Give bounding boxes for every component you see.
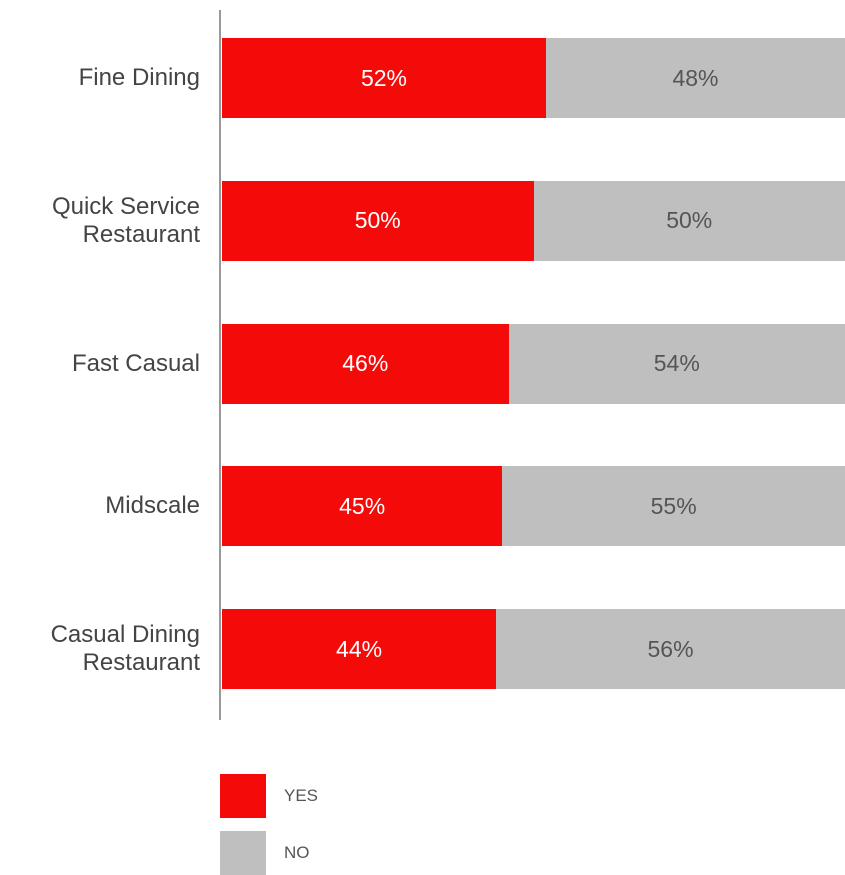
value-label: 48% [672, 65, 718, 92]
value-label: 56% [648, 636, 694, 663]
bar-segment: 48% [546, 38, 845, 118]
category-label: Midscale [0, 466, 200, 546]
value-label: 46% [342, 350, 388, 377]
value-label: 55% [651, 493, 697, 520]
axis-line [219, 10, 221, 720]
value-label: 50% [355, 207, 401, 234]
value-label: 54% [654, 350, 700, 377]
bar-segment: 50% [222, 181, 534, 261]
value-label: 50% [666, 207, 712, 234]
category-label: Quick Service Restaurant [0, 181, 200, 261]
value-label: 44% [336, 636, 382, 663]
category-label: Casual Dining Restaurant [0, 609, 200, 689]
legend-label: YES [284, 774, 318, 818]
value-label: 52% [361, 65, 407, 92]
bar-segment: 46% [222, 324, 509, 404]
legend-swatch [220, 774, 266, 818]
value-label: 45% [339, 493, 385, 520]
bar-segment: 54% [509, 324, 845, 404]
bar-segment: 52% [222, 38, 546, 118]
legend-swatch [220, 831, 266, 875]
bar-segment: 56% [496, 609, 845, 689]
category-label: Fine Dining [0, 38, 200, 118]
bar-segment: 44% [222, 609, 496, 689]
category-label: Fast Casual [0, 324, 200, 404]
bar-segment: 45% [222, 466, 502, 546]
legend-label: NO [284, 831, 310, 875]
bar-segment: 50% [534, 181, 845, 261]
bar-segment: 55% [502, 466, 845, 546]
